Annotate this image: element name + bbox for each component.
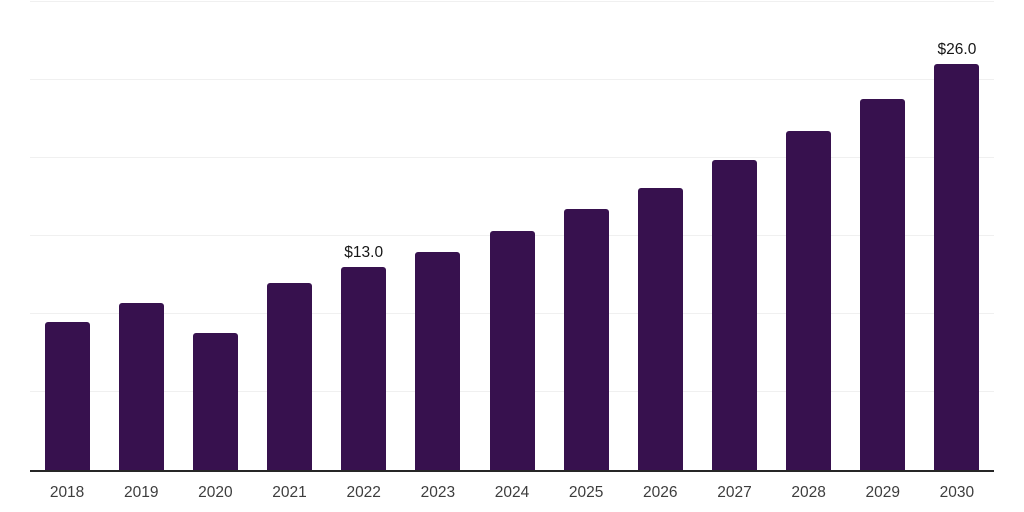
x-tick-label-2027: 2027 xyxy=(717,484,752,501)
gridline-20 xyxy=(30,157,994,158)
bar-2022 xyxy=(341,267,387,470)
x-tick-label-2022: 2022 xyxy=(346,484,381,501)
bar-2025 xyxy=(563,209,609,470)
x-tick-label-2029: 2029 xyxy=(865,484,901,501)
bar-2018 xyxy=(44,322,90,470)
plot-area: 2018 2019 2020 2021 2022 $13.0 2023 2024 2025 202… xyxy=(30,0,994,512)
bar-2030 xyxy=(934,64,980,470)
x-tick-label-2025: 2025 xyxy=(568,484,604,501)
value-label-2022: $13.0 xyxy=(344,244,384,261)
bar-2028 xyxy=(786,131,832,470)
bar-2026 xyxy=(637,188,683,470)
x-tick-label-2018: 2018 xyxy=(49,484,85,501)
x-tick-label-2030: 2030 xyxy=(939,484,975,501)
x-axis-line xyxy=(30,470,994,472)
x-tick-label-2024: 2024 xyxy=(494,484,530,501)
bar-2024 xyxy=(489,231,535,470)
bar-2020 xyxy=(192,333,238,470)
gridline-25 xyxy=(30,79,994,80)
x-tick-label-2023: 2023 xyxy=(420,484,456,501)
bar-2021 xyxy=(267,283,313,470)
x-tick-label-2020: 2020 xyxy=(198,484,233,501)
bar-2019 xyxy=(118,303,164,470)
gridline-30 xyxy=(30,1,994,2)
x-tick-label-2021: 2021 xyxy=(272,484,307,501)
bar-2027 xyxy=(711,160,757,470)
bar-2029 xyxy=(860,99,906,470)
x-tick-label-2026: 2026 xyxy=(643,484,678,501)
x-tick-label-2019: 2019 xyxy=(123,484,159,501)
value-label-2030: $26.0 xyxy=(937,41,977,58)
x-tick-label-2028: 2028 xyxy=(791,484,826,501)
bar-2023 xyxy=(415,252,461,470)
